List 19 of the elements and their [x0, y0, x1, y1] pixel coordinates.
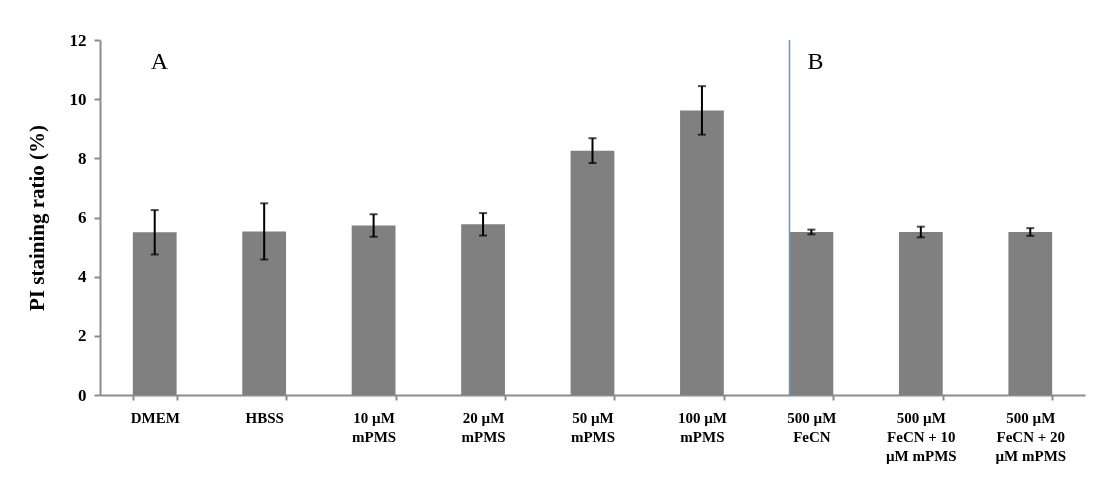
- x-tick-label: HBSS: [245, 409, 284, 426]
- y-axis-title: PI staining ratio (%): [24, 124, 49, 312]
- x-tick-label: 500 µM FeCN + 10 µM mPMS: [885, 409, 957, 464]
- x-tick-label: 500 µM FeCN + 20 µM mPMS: [995, 409, 1067, 464]
- y-tick-label: 6: [78, 208, 87, 227]
- x-tick-label: 50 µM mPMS: [570, 409, 616, 445]
- y-tick-label: 2: [78, 326, 87, 346]
- y-tick-label: 10: [69, 89, 87, 109]
- y-tick-label: 12: [69, 30, 87, 50]
- y-tick-label: 0: [78, 385, 87, 405]
- x-tick-label: 500 µM FeCN: [787, 409, 837, 445]
- y-tick-label: 8: [78, 148, 87, 168]
- x-tick-label: DMEM: [130, 409, 180, 426]
- y-tick-label: 4: [78, 267, 87, 287]
- annotation: A: [150, 48, 169, 74]
- x-tick-label: 10 µM mPMS: [352, 409, 397, 445]
- x-tick-label: 20 µM mPMS: [461, 409, 506, 445]
- x-tick-label: 100 µM mPMS: [677, 409, 727, 445]
- annotation: B: [807, 48, 824, 74]
